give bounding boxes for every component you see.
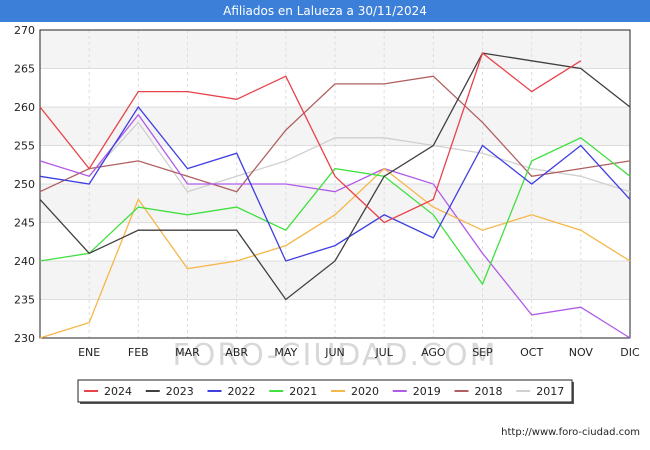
legend-label-2017: 2017	[536, 385, 564, 398]
y-tick-label: 270	[14, 24, 35, 37]
legend-label-2021: 2021	[289, 385, 317, 398]
y-tick-label: 260	[14, 101, 35, 114]
plot-band	[40, 261, 630, 300]
legend-label-2022: 2022	[228, 385, 256, 398]
legend-label-2020: 2020	[351, 385, 379, 398]
series-line-2021	[39, 137, 631, 286]
x-tick-label: JUL	[374, 346, 393, 359]
x-tick-label: AGO	[421, 346, 446, 359]
x-tick-label: DIC	[620, 346, 640, 359]
y-tick-label: 255	[14, 140, 35, 153]
y-tick-label: 235	[14, 294, 35, 307]
legend-label-2019: 2019	[413, 385, 441, 398]
y-tick-label: 250	[14, 178, 35, 191]
y-tick-label: 240	[14, 255, 35, 268]
x-tick-label: ABR	[225, 346, 248, 359]
series-lines	[39, 52, 631, 339]
legend-box	[77, 379, 573, 403]
x-tick-label: MAR	[175, 346, 200, 359]
x-tick-label: JUN	[324, 346, 345, 359]
series-line-2022	[39, 105, 631, 262]
chart-title: Afiliados en Lalueza a 30/11/2024	[0, 0, 650, 22]
series-line-2018	[39, 75, 631, 193]
series-line-2024	[39, 52, 582, 224]
x-tick-label: MAY	[274, 346, 297, 359]
x-tick-label: OCT	[520, 346, 543, 359]
legend-label-2023: 2023	[166, 385, 194, 398]
series-line-2020	[39, 167, 631, 339]
legend: 2024 2023 2022 2021 2020 2019 2018 2017	[77, 379, 574, 404]
y-tick-label: 230	[14, 332, 35, 345]
y-axis: 230 235 240 245 250 255 260 265 270	[14, 24, 35, 345]
series-line-2017	[88, 121, 631, 193]
x-tick-label: SEP	[472, 346, 493, 359]
x-tick-label: ENE	[78, 346, 100, 359]
watermark: FORO-CIUDAD.COM	[173, 338, 498, 373]
series-line-2023	[39, 52, 631, 301]
plot-frame	[39, 29, 631, 339]
series-line-2019	[39, 113, 631, 339]
x-axis: ENE FEB MAR ABR MAY JUN JUL AGO SEP OCT NOV DIC	[78, 346, 640, 359]
legend-label-2018: 2018	[475, 385, 503, 398]
y-tick-label: 245	[14, 217, 35, 230]
x-tick-label: FEB	[128, 346, 149, 359]
legend-label-2024: 2024	[104, 385, 132, 398]
y-tick-label: 265	[14, 63, 35, 76]
source-url[interactable]: http://www.foro-ciudad.com	[501, 427, 640, 438]
x-tick-label: NOV	[569, 346, 594, 359]
